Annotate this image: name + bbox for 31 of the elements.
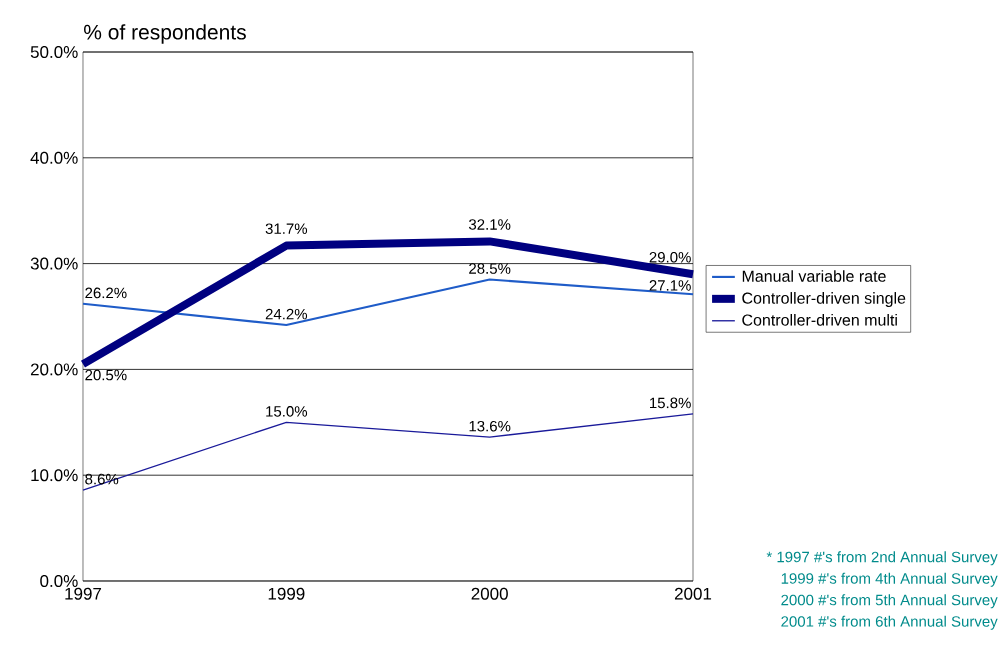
data-label: 15.0% xyxy=(266,406,308,417)
legend-label: Controller-driven multi xyxy=(742,313,897,326)
text: 1999 #'s from 4th Annual Survey xyxy=(781,572,998,587)
data-label: 8.6% xyxy=(85,473,119,485)
text: 2000 #'s from 5th Annual Survey xyxy=(781,594,998,609)
y-tick-label: 20.0% xyxy=(30,363,78,376)
legend-label: Controller-driven single xyxy=(742,292,906,307)
y-axis-title: % of respondents xyxy=(84,24,246,44)
y-tick-label: 30.0% xyxy=(30,257,78,270)
x-tick-label: 2001 xyxy=(674,587,712,600)
y-tick-label: 0.0% xyxy=(40,574,78,588)
data-label: 13.6% xyxy=(469,420,511,432)
y-tick-label: 10.0% xyxy=(31,469,78,482)
x-tick-label: 1999 xyxy=(268,587,305,600)
text: 2001 #'s from 6th Annual Survey xyxy=(781,615,998,630)
data-label: 29.0% xyxy=(649,251,691,263)
data-label: 31.7% xyxy=(265,223,308,235)
data-label: 15.8% xyxy=(650,397,691,409)
data-label: 32.1% xyxy=(468,219,511,230)
x-tick-label: 2000 xyxy=(471,587,508,600)
legend-label: Manual variable rate xyxy=(742,270,886,282)
data-label: 28.5% xyxy=(469,263,511,274)
line-series xyxy=(81,278,695,327)
y-tick-label: 40.0% xyxy=(30,151,78,164)
y-tick-label: 50.0% xyxy=(30,45,78,59)
x-tick-label: 1997 xyxy=(65,587,102,600)
data-label: 20.5% xyxy=(85,369,127,381)
data-label: 26.2% xyxy=(85,287,127,299)
data-label: 24.2% xyxy=(265,308,308,320)
data-label: 27.1% xyxy=(649,280,691,291)
text: * 1997 #'s from 2nd Annual Survey xyxy=(766,551,998,566)
